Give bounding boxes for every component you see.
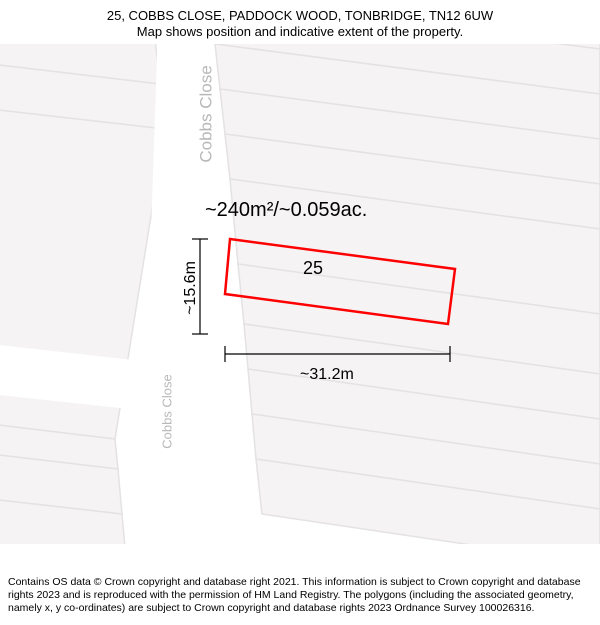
copyright-footer: Contains OS data © Crown copyright and d…	[0, 570, 600, 625]
road-label-1: Cobbs Close	[197, 65, 217, 162]
height-dimension-label: ~15.6m	[182, 261, 200, 315]
page-subtitle: Map shows position and indicative extent…	[10, 24, 590, 39]
svg-text:25: 25	[303, 258, 323, 278]
width-dimension-label: ~31.2m	[300, 366, 354, 384]
map-canvas: 25 ~240m²/~0.059ac. ~31.2m ~15.6m Cobbs …	[0, 44, 600, 544]
page-title: 25, COBBS CLOSE, PADDOCK WOOD, TONBRIDGE…	[10, 8, 590, 23]
area-label: ~240m²/~0.059ac.	[205, 199, 367, 222]
header: 25, COBBS CLOSE, PADDOCK WOOD, TONBRIDGE…	[0, 0, 600, 43]
road-label-2: Cobbs Close	[160, 374, 175, 448]
map-svg: 25	[0, 44, 600, 544]
